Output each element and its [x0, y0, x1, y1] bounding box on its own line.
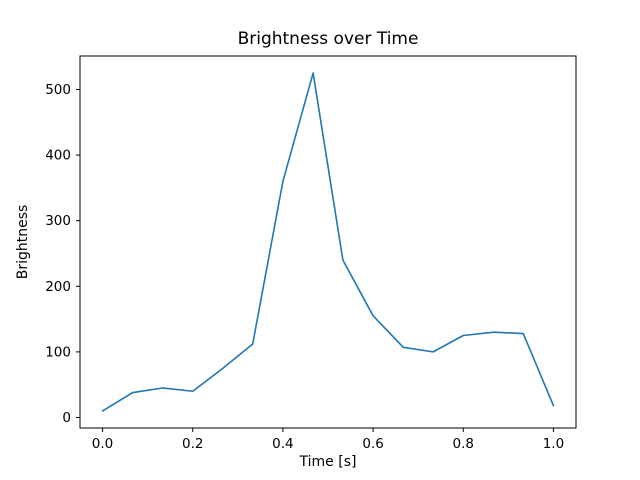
y-tick-label: 0	[62, 410, 71, 426]
series-layer	[101, 72, 555, 412]
y-tick-label: 200	[45, 279, 71, 295]
y-tick-label: 300	[45, 213, 71, 229]
x-tick-label: 0.4	[272, 436, 293, 452]
chart-title: Brightness over Time	[238, 29, 419, 49]
plot-area	[79, 55, 577, 429]
ticks-layer: 0.0 0.2 0.4 0.6 0.8 1.0 0 100 200 300 400 500	[45, 82, 564, 452]
x-tick-label: 0.6	[362, 436, 383, 452]
y-tick-label: 500	[45, 82, 71, 98]
y-tick-label: 400	[45, 148, 71, 164]
x-tick-label: 0.2	[182, 436, 203, 452]
y-tick-label: 100	[45, 344, 71, 360]
x-tick-label: 0.0	[92, 436, 113, 452]
x-tick-label: 0.8	[453, 436, 474, 452]
y-axis-label: Brightness	[15, 205, 31, 280]
x-axis-label: Time [s]	[299, 454, 357, 470]
brightness-line-series	[101, 72, 555, 412]
x-tick-label: 1.0	[543, 436, 564, 452]
